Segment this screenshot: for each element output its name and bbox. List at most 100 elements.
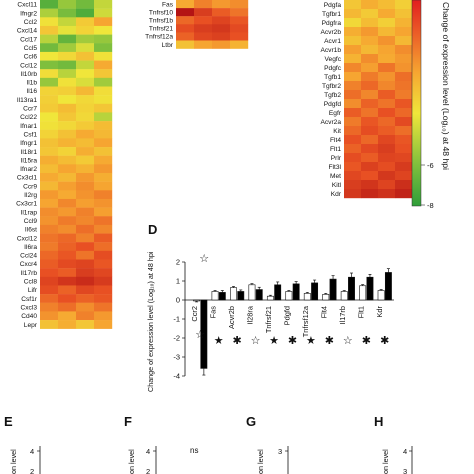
heatmap-cell <box>176 32 195 41</box>
bar-chart-y-tick: 0 <box>176 296 180 305</box>
heatmap-cell <box>40 147 59 156</box>
bar-light <box>285 291 293 301</box>
heatmap-cell <box>395 144 413 154</box>
heatmap-cell <box>344 9 362 19</box>
heatmap-cell <box>344 18 362 28</box>
heatmap-cell <box>344 72 362 82</box>
panel-f-tick: 2 <box>146 467 150 474</box>
heatmap-cell <box>94 8 113 18</box>
heatmap-cell <box>58 17 77 27</box>
heatmap-cell <box>40 302 59 312</box>
heatmap-cell <box>94 155 113 165</box>
heatmap-cell <box>378 54 396 64</box>
heatmap-cell <box>344 180 362 190</box>
panel-h-ylabel: on level <box>381 449 390 474</box>
colorbar-tick: -6 <box>427 161 434 170</box>
heatmap-cell <box>94 224 113 234</box>
bar-chart-y-tick: -3 <box>173 353 180 362</box>
heatmap-cell <box>378 99 396 109</box>
significance-marker: ✱ <box>233 334 242 347</box>
heatmap-gene-label: Tgfb2 <box>324 92 341 99</box>
bar-chart-category-label: Ccr2 <box>190 306 199 322</box>
heatmap-gene-label: Csf1 <box>23 131 37 138</box>
heatmap-cell <box>378 45 396 55</box>
heatmap-gene-label: Cxcr4 <box>20 261 38 268</box>
heatmap-cell <box>94 198 113 208</box>
heatmap-cell <box>344 162 362 172</box>
heatmap-gene-label: Ccl6 <box>24 54 38 61</box>
heatmap-cell <box>58 198 77 208</box>
bar-dark <box>311 282 319 301</box>
heatmap-cell <box>40 181 59 191</box>
heatmap-cell <box>94 17 113 27</box>
heatmap-cell <box>395 36 413 46</box>
heatmap-cell <box>58 276 77 286</box>
heatmap-cell <box>194 8 213 17</box>
heatmap-cell <box>58 43 77 53</box>
heatmap-cell <box>40 43 59 53</box>
heatmap-gene-label: Tgfbr2 <box>322 83 341 90</box>
heatmap-cell <box>40 190 59 200</box>
heatmap-cell <box>378 72 396 82</box>
heatmap-cell <box>58 164 77 174</box>
bar-chart-category-label: Flt4 <box>319 306 328 318</box>
heatmap-gene-label: Lepr <box>24 322 38 329</box>
heatmap-cell <box>176 16 195 25</box>
heatmap-cell <box>58 242 77 252</box>
heatmap-cell <box>395 189 413 199</box>
heatmap-cell <box>344 144 362 154</box>
heatmap-gene-label: Tnfrsf1b <box>149 18 174 25</box>
bar-dark <box>384 272 392 301</box>
heatmap-cell <box>58 112 77 122</box>
heatmap-cell <box>361 72 379 82</box>
heatmap-cell <box>58 311 77 321</box>
heatmap-cell <box>194 16 213 25</box>
heatmap-gene-label: Cx3cr1 <box>16 201 37 208</box>
heatmap-cell <box>94 216 113 226</box>
heatmap-cell <box>58 294 77 303</box>
heatmap-gene-label: Lifr <box>28 287 38 294</box>
heatmap-cell <box>76 43 95 53</box>
bar-dark <box>292 283 300 301</box>
heatmap-cell <box>378 171 396 181</box>
heatmap-cell <box>378 117 396 127</box>
heatmap-cell <box>76 112 95 122</box>
heatmap-cell <box>40 216 59 226</box>
heatmap-gene-label: Acvr1b <box>320 47 341 54</box>
heatmap-cell <box>76 164 95 174</box>
heatmap-cell <box>361 36 379 46</box>
heatmap-cell <box>361 108 379 118</box>
heatmap-cell <box>361 117 379 127</box>
heatmap-cell <box>76 242 95 252</box>
heatmap-cell <box>94 34 113 44</box>
heatmap-cell <box>40 0 59 9</box>
heatmap-cell <box>58 173 77 182</box>
heatmap-cell <box>94 112 113 122</box>
bar-light <box>248 284 256 301</box>
heatmap-cell <box>76 51 95 61</box>
heatmap-cell <box>378 180 396 190</box>
heatmap-gene-label: Flt1 <box>330 146 341 153</box>
heatmap-gene-label: Ccl5 <box>24 45 38 52</box>
bar-dark <box>255 289 263 301</box>
heatmap-cell <box>395 9 413 19</box>
heatmap-cell <box>194 32 213 41</box>
heatmap-cell <box>212 40 231 49</box>
bar-chart-category-label: Flt1 <box>356 306 365 318</box>
heatmap-cell <box>76 86 95 96</box>
heatmap-cell <box>76 259 95 269</box>
heatmap-cell <box>378 18 396 28</box>
heatmap-cell <box>395 180 413 190</box>
heatmap-gene-label: Pdgfd <box>324 101 342 108</box>
significance-marker: ★ <box>269 334 279 347</box>
heatmap-cell <box>212 0 231 9</box>
heatmap-cell <box>94 86 113 96</box>
heatmap-cell <box>58 259 77 269</box>
heatmap-gene-label: Il18r1 <box>21 149 38 156</box>
significance-marker: ☆ <box>251 334 261 347</box>
heatmap-gene-label: Il16 <box>26 88 37 95</box>
heatmap-cell <box>361 99 379 109</box>
heatmap-cell <box>76 77 95 87</box>
heatmap-cell <box>230 24 249 33</box>
bar-light <box>377 290 385 301</box>
